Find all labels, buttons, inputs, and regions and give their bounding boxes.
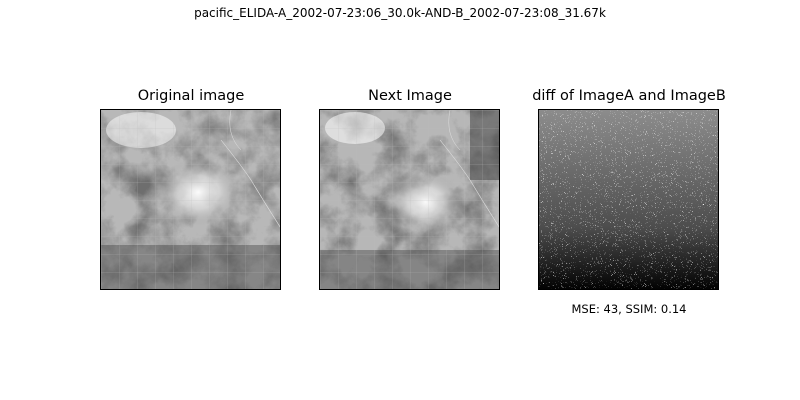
panel-title-original: Original image [137, 88, 245, 104]
panel-title-diff: diff of ImageA and ImageB [532, 88, 726, 104]
metrics-caption: MSE: 43, SSIM: 0.14 [571, 302, 687, 316]
panel-title-next: Next Image [368, 88, 452, 104]
difference-image [538, 109, 719, 290]
original-satellite-image [100, 109, 281, 290]
figure-title: pacific_ELIDA-A_2002-07-23:06_30.0k-AND-… [194, 6, 606, 20]
next-satellite-image [319, 109, 500, 290]
